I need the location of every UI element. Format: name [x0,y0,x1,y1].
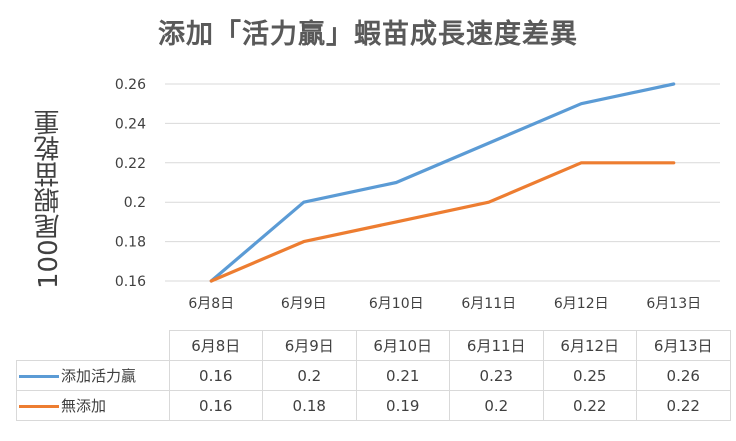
y-tick-label: 0.22 [115,156,146,172]
series-name: 無添加 [61,397,107,415]
x-tick-label: 6月10日 [369,296,424,312]
table-column-header: 6月8日 [168,330,263,361]
y-tick-labels: 0.26 0.24 0.22 0.2 0.18 0.16 [115,77,146,290]
table-cell: 0.18 [262,390,357,421]
line-chart-plot: 0.26 0.24 0.22 0.2 0.18 0.16 6月8日 6月9日 6月10日 6月1… [115,77,720,312]
data-point [580,162,582,164]
table-corner [16,330,170,361]
data-point [673,162,675,164]
table-column-header: 6月13日 [636,330,731,361]
y-tick-label: 0.24 [115,116,146,132]
table-cell: 0.22 [636,390,731,421]
y-tick-label: 0.2 [124,195,146,211]
data-point [395,221,397,223]
x-tick-label: 6月11日 [461,296,516,312]
table-cell: 0.19 [355,390,450,421]
table-cell: 0.2 [449,390,544,421]
y-tick-label: 0.16 [115,274,146,290]
x-tick-label: 6月8日 [188,296,234,312]
y-tick-label: 0.18 [115,235,146,251]
data-point [210,280,212,282]
x-tick-label: 6月13日 [646,296,701,312]
data-point [488,142,490,144]
data-point [488,201,490,203]
data-point [673,83,675,85]
legend-entry: 添加活力贏 [16,360,170,391]
table-cell: 0.25 [542,360,637,391]
series-line-0 [209,82,676,283]
series-lines [209,82,676,283]
x-tick-label: 6月9日 [281,296,327,312]
table-row: 添加活力贏 0.16 0.2 0.21 0.23 0.25 0.26 [16,360,731,391]
data-point [303,241,305,243]
table-cell: 0.22 [542,390,637,421]
series-name: 添加活力贏 [61,367,137,385]
data-table: 6月8日 6月9日 6月10日 6月11日 6月12日 6月13日 添加活力贏 0.16 0.2… [16,330,731,421]
series-line-1 [209,161,676,283]
legend-swatch [19,375,59,378]
table-cell: 0.16 [168,390,263,421]
table-column-header: 6月9日 [262,330,357,361]
table-cell: 0.23 [449,360,544,391]
data-point [580,103,582,105]
table-column-header: 6月12日 [542,330,637,361]
table-cell: 0.21 [355,360,450,391]
data-point [303,201,305,203]
chart-title: 添加「活力贏」蝦苗成長速度差異 [158,19,578,50]
data-point [395,182,397,183]
table-cell: 0.16 [168,360,263,391]
table-header-row: 6月8日 6月9日 6月10日 6月11日 6月12日 6月13日 [16,330,731,361]
table-column-header: 6月11日 [449,330,544,361]
y-tick-label: 0.26 [115,77,146,93]
table-column-header: 6月10日 [355,330,450,361]
table-row: 無添加 0.16 0.18 0.19 0.2 0.22 0.22 [16,390,731,421]
legend-entry: 無添加 [16,390,170,421]
table-cell: 0.26 [636,360,731,391]
legend-swatch [19,405,59,408]
x-tick-labels: 6月8日 6月9日 6月10日 6月11日 6月12日 6月13日 [188,296,701,312]
x-tick-label: 6月12日 [554,296,609,312]
table-cell: 0.2 [262,360,357,391]
